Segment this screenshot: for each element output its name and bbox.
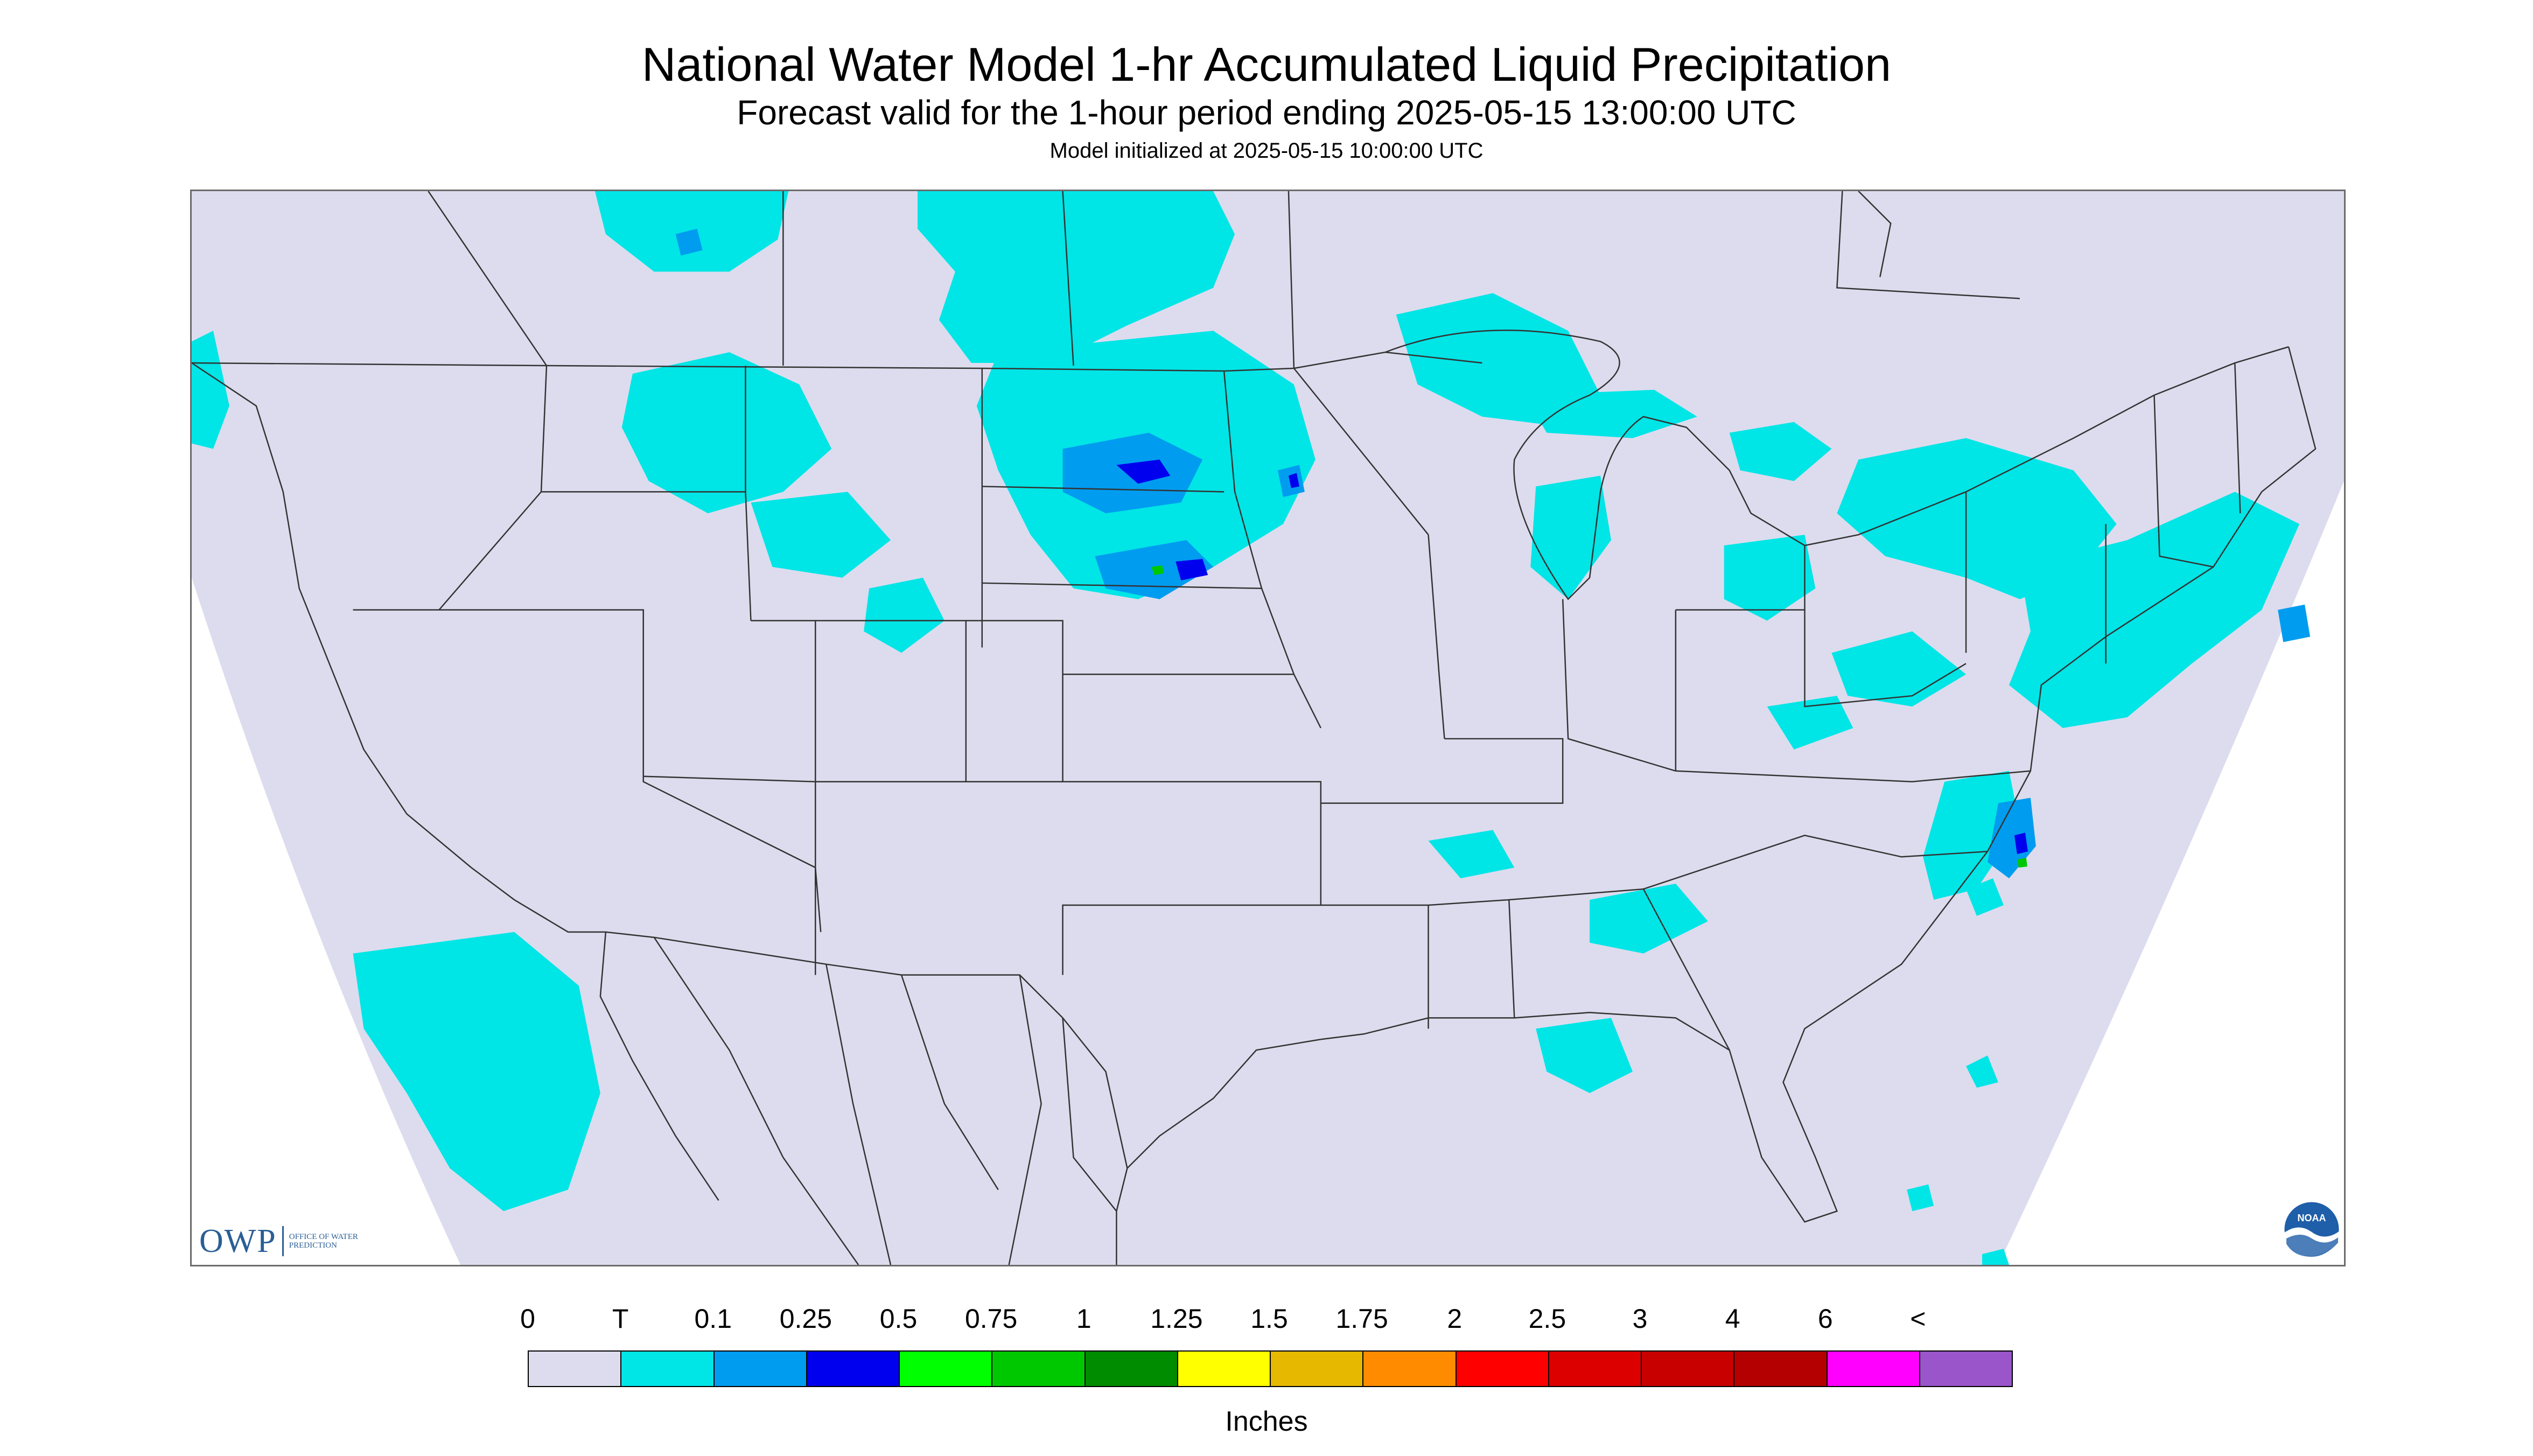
legend-label: 0.1	[694, 1304, 732, 1334]
legend-label: 2	[1447, 1304, 1463, 1334]
precipitation-map	[190, 190, 2346, 1266]
legend-swatch-6	[1085, 1352, 1178, 1386]
owp-logo-office-text: OFFICE OF WATER PREDICTION	[289, 1233, 358, 1250]
map-subtitle: Forecast valid for the 1-hour period end…	[737, 93, 1796, 132]
legend-label: 3	[1632, 1304, 1648, 1334]
noaa-logo-text: NOAA	[2298, 1213, 2326, 1223]
legend-units: Inches	[1225, 1406, 1308, 1437]
legend-swatch-8	[1271, 1352, 1364, 1386]
legend-label: 0.25	[779, 1304, 832, 1334]
legend-swatch-2	[714, 1352, 807, 1386]
precip-moderate-rain-areas	[1116, 459, 2028, 855]
legend-labels: 0 T 0.1 0.25 0.5 0.75 1 1.25 1.5 1.75 2 2.5 3 4 6 <	[520, 1303, 2025, 1341]
legend-swatch-11	[1549, 1352, 1642, 1386]
legend-label: 1.25	[1150, 1304, 1203, 1334]
owp-logo-letters: OWP	[199, 1222, 277, 1259]
map-title: National Water Model 1-hr Accumulated Li…	[641, 38, 1892, 91]
map-canvas	[192, 191, 2344, 1265]
owp-logo-divider	[282, 1226, 284, 1256]
model-init-time: Model initialized at 2025-05-15 10:00:00…	[1049, 139, 1484, 163]
legend-swatch-5	[992, 1352, 1086, 1386]
legend-swatch-9	[1363, 1352, 1457, 1386]
legend-label: 0.75	[964, 1304, 1018, 1334]
legend-swatch-4	[900, 1352, 993, 1386]
legend-swatch-0	[529, 1352, 622, 1386]
noaa-logo: NOAA	[2283, 1200, 2341, 1258]
legend-swatch-7	[1178, 1352, 1271, 1386]
legend-label: <	[1910, 1304, 1926, 1334]
legend-label: 2.5	[1528, 1304, 1566, 1334]
owp-logo: OWP OFFICE OF WATER PREDICTION	[199, 1222, 370, 1260]
legend-swatch-12	[1642, 1352, 1735, 1386]
legend-label: 0	[520, 1304, 535, 1334]
legend-label: 0.5	[879, 1304, 918, 1334]
legend-swatch-1	[621, 1352, 715, 1386]
legend-swatch-10	[1456, 1352, 1549, 1386]
precip-heavy-rain-spots	[1151, 565, 2027, 868]
legend-label: 6	[1817, 1304, 1833, 1334]
legend-swatch-3	[807, 1352, 900, 1386]
legend-swatch-14	[1827, 1352, 1920, 1386]
legend-label: T	[612, 1304, 629, 1334]
legend-swatch-15	[1920, 1352, 2012, 1386]
state-and-country-boundaries	[192, 191, 2317, 1265]
legend-label: 1.5	[1250, 1304, 1288, 1334]
legend-label: 1.75	[1335, 1304, 1388, 1334]
legend-label: 4	[1725, 1304, 1740, 1334]
legend-swatch-13	[1734, 1352, 1828, 1386]
legend-label: 1	[1076, 1304, 1091, 1334]
legend-colorbar	[528, 1350, 2013, 1387]
